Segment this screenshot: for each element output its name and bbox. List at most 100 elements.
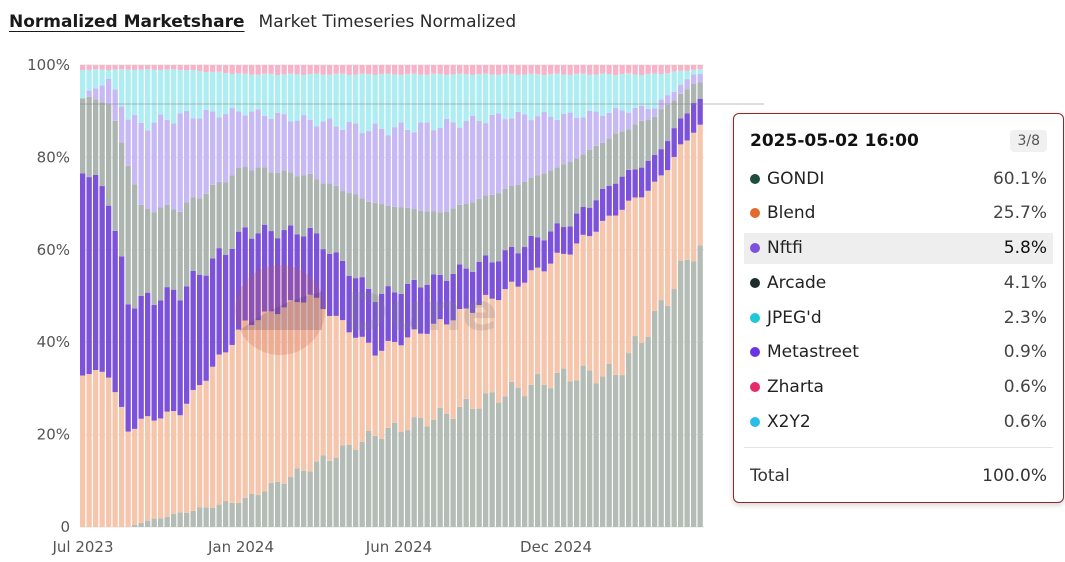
bar-segment-blend bbox=[652, 181, 658, 311]
bar-segment-zharta bbox=[535, 65, 541, 75]
bar-segment-nftfi bbox=[691, 103, 697, 133]
bar-segment-zharta bbox=[158, 65, 164, 70]
bar-segment-blend bbox=[671, 156, 677, 290]
bar-segment-zharta bbox=[353, 65, 359, 75]
bar-segment-blend bbox=[567, 254, 573, 382]
bar-segment-jpegd bbox=[385, 135, 391, 206]
bar-segment-x2y2 bbox=[457, 73, 463, 128]
bar-segment-nftfi bbox=[678, 118, 684, 145]
bar-segment-jpegd bbox=[294, 120, 300, 177]
bar-segment-nftfi bbox=[587, 207, 593, 237]
bar-segment-arcade bbox=[580, 154, 586, 207]
bar-segment-zharta bbox=[327, 65, 333, 75]
bar-segment-blend bbox=[203, 380, 209, 508]
bar-segment-nftfi bbox=[80, 173, 86, 376]
bar-segment-gondi bbox=[671, 289, 677, 527]
x-tick-label: Dec 2024 bbox=[520, 538, 592, 556]
bar-segment-zharta bbox=[392, 65, 398, 75]
bar-segment-zharta bbox=[587, 65, 593, 75]
bar-segment-blend bbox=[138, 418, 144, 523]
bar-segment-x2y2 bbox=[197, 70, 203, 119]
bar-segment-zharta bbox=[418, 65, 424, 75]
tab-normalized-marketshare[interactable]: Normalized Marketshare bbox=[9, 12, 245, 32]
bar-segment-gondi bbox=[658, 300, 664, 527]
tooltip-series-value: 0.9% bbox=[1003, 342, 1047, 363]
bar-segment-x2y2 bbox=[229, 73, 235, 109]
bar-segment-x2y2 bbox=[535, 74, 541, 117]
bar-segment-gondi bbox=[567, 381, 573, 527]
tooltip-series-name: Metastreet bbox=[767, 342, 859, 363]
bar-segment-jpegd bbox=[548, 116, 554, 171]
bar-segment-zharta bbox=[171, 65, 177, 70]
bar-segment-gondi bbox=[281, 483, 287, 527]
bar-segment-nftfi bbox=[138, 295, 144, 419]
x-tick-label: Jan 2024 bbox=[207, 538, 274, 556]
bar-segment-gondi bbox=[665, 305, 671, 527]
bar-segment-gondi bbox=[158, 518, 164, 527]
bar-segment-jpegd bbox=[489, 114, 495, 195]
bar-segment-gondi bbox=[652, 310, 658, 527]
bar-segment-jpegd bbox=[580, 117, 586, 155]
bar-segment-nftfi bbox=[684, 113, 690, 141]
bar-segment-zharta bbox=[119, 65, 125, 70]
bar-segment-jpegd bbox=[145, 130, 151, 209]
bar-segment-jpegd bbox=[158, 114, 164, 208]
bar-segment-jpegd bbox=[502, 119, 508, 189]
bar-segment-arcade bbox=[242, 167, 248, 228]
bar-segment-zharta bbox=[502, 65, 508, 74]
bar-segment-gondi bbox=[327, 460, 333, 527]
bar-segment-nftfi bbox=[346, 276, 352, 333]
bar-segment-gondi bbox=[489, 392, 495, 527]
bar-segment-nftfi bbox=[158, 300, 164, 419]
bar-segment-gondi bbox=[678, 260, 684, 527]
tooltip-series-value: 0.6% bbox=[1003, 412, 1047, 433]
bar-segment-gondi bbox=[320, 455, 326, 527]
bar-segment-zharta bbox=[138, 65, 144, 70]
bar-segment-x2y2 bbox=[567, 74, 573, 113]
bar-segment-gondi bbox=[333, 457, 339, 527]
bar-segment-gondi bbox=[509, 381, 515, 527]
bar-segment-gondi bbox=[294, 468, 300, 527]
bar-segment-jpegd bbox=[405, 129, 411, 208]
bar-segment-blend bbox=[554, 252, 560, 373]
bar-segment-jpegd bbox=[171, 123, 177, 210]
bar-segment-zharta bbox=[216, 65, 222, 72]
bar-segment-blend bbox=[275, 314, 281, 482]
bar-segment-zharta bbox=[639, 65, 645, 76]
bar-segment-zharta bbox=[93, 65, 99, 70]
bar-segment-arcade bbox=[379, 204, 385, 294]
bar-segment-nftfi bbox=[119, 256, 125, 407]
bar-segment-blend bbox=[548, 263, 554, 389]
legend-dot-icon bbox=[750, 243, 760, 254]
bar-segment-gondi bbox=[554, 372, 560, 527]
bar-segment-x2y2 bbox=[268, 73, 274, 119]
bar-segment-gondi bbox=[645, 337, 651, 527]
bar-segment-arcade bbox=[606, 138, 612, 186]
tooltip-row-metastreet: Metastreet 0.9% bbox=[744, 337, 1053, 368]
bar-segment-nftfi bbox=[151, 304, 157, 421]
bar-segment-gondi bbox=[359, 441, 365, 527]
bar-segment-arcade bbox=[93, 99, 99, 175]
bar-segment-x2y2 bbox=[249, 74, 255, 112]
bar-segment-jpegd bbox=[470, 115, 476, 203]
bar-segment-zharta bbox=[372, 65, 378, 75]
bar-segment-nftfi bbox=[613, 183, 619, 216]
bar-segment-jpegd bbox=[515, 111, 521, 185]
bar-segment-gondi bbox=[275, 481, 281, 527]
bar-segment-gondi bbox=[444, 413, 450, 527]
bar-segment-jpegd bbox=[359, 133, 365, 199]
bar-segment-arcade bbox=[405, 207, 411, 284]
bar-segment-jpegd bbox=[353, 123, 359, 195]
bar-segment-jpegd bbox=[567, 112, 573, 163]
bar-segment-gondi bbox=[502, 396, 508, 527]
bar-segment-x2y2 bbox=[327, 74, 333, 119]
bar-segment-arcade bbox=[372, 202, 378, 303]
bar-segment-nftfi bbox=[522, 247, 528, 283]
bar-segment-arcade bbox=[600, 142, 606, 189]
bar-segment-arcade bbox=[476, 198, 482, 262]
bar-segment-zharta bbox=[379, 65, 385, 75]
bar-segment-nftfi bbox=[249, 238, 255, 325]
bar-segment-x2y2 bbox=[190, 70, 196, 119]
bar-segment-gondi bbox=[632, 336, 638, 527]
